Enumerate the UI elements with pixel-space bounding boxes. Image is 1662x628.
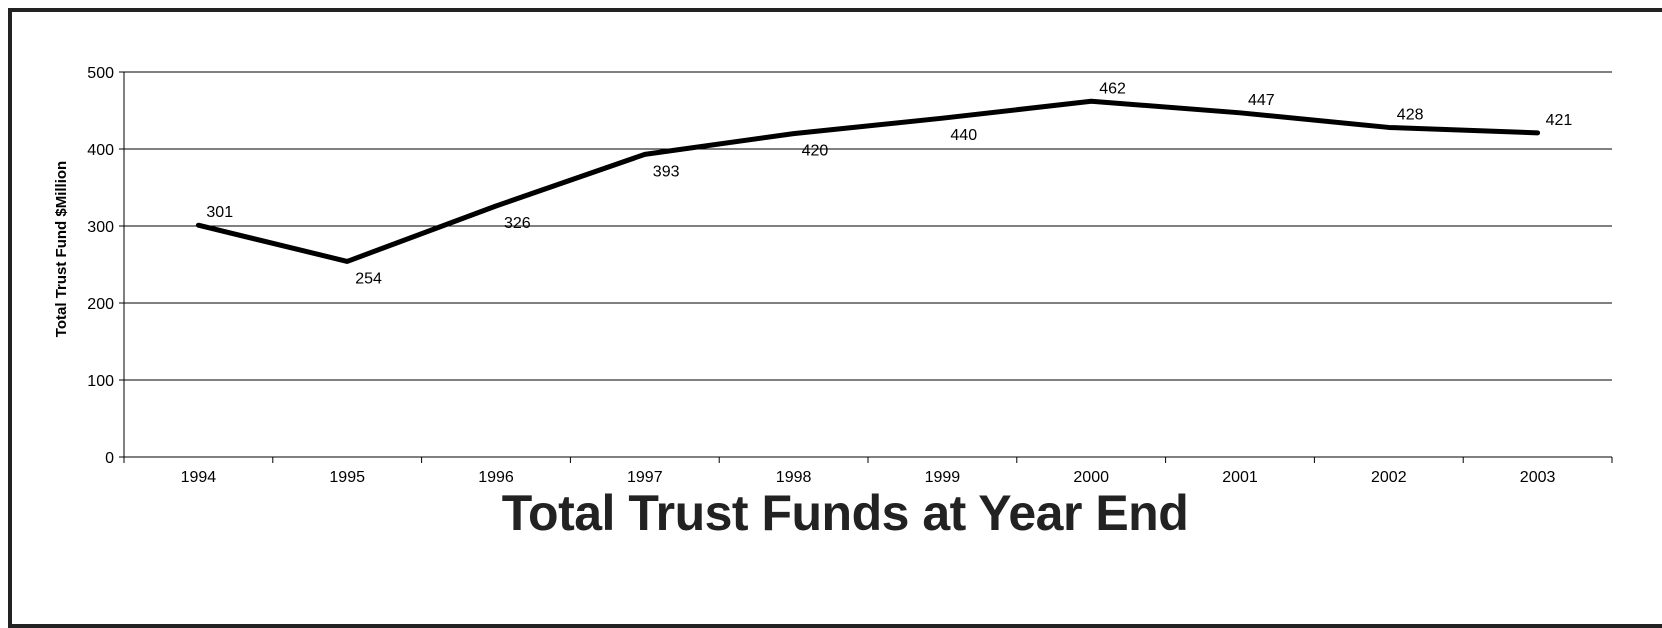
data-label-2000: 462	[1099, 80, 1126, 97]
data-label-1997: 393	[653, 163, 680, 180]
data-point-1995	[345, 259, 350, 264]
x-tick-label-1999: 1999	[925, 469, 961, 486]
y-tick-label: 400	[87, 142, 114, 159]
series-layer	[195, 98, 1541, 264]
chart-title: Total Trust Funds at Year End	[501, 485, 1189, 541]
chart-frame	[8, 8, 1662, 628]
x-tick-label-2003: 2003	[1520, 469, 1556, 486]
y-axis-title: Total Trust Fund $Million	[53, 161, 70, 337]
x-tick-label-2000: 2000	[1073, 469, 1109, 486]
x-tick-label-2002: 2002	[1371, 469, 1407, 486]
x-tick-label-1997: 1997	[627, 469, 663, 486]
data-point-1998	[791, 131, 796, 136]
data-point-1997	[642, 152, 647, 157]
x-tick-label-1994: 1994	[181, 469, 217, 486]
data-point-2000	[1089, 99, 1094, 104]
gridlines	[124, 71, 1612, 381]
data-label-1998: 420	[802, 143, 829, 160]
data-point-1996	[494, 203, 498, 208]
data-label-2003: 421	[1546, 112, 1573, 129]
data-label-1995: 254	[355, 270, 382, 287]
x-tick-label-1998: 1998	[776, 469, 812, 486]
data-label-1999: 440	[950, 127, 977, 144]
labels: 0 100 200 300 400 500 1994 1995 1996 1997 1998 1999…	[87, 65, 1572, 486]
data-point-2002	[1386, 125, 1391, 130]
data-point-1999	[940, 116, 945, 121]
y-tick-label: 100	[87, 373, 114, 390]
data-point-1994	[196, 223, 201, 228]
data-label-2001: 447	[1248, 92, 1275, 109]
y-tick-label: 0	[105, 450, 114, 467]
data-label-1994: 301	[206, 204, 233, 221]
y-tick-label: 500	[87, 65, 114, 82]
data-point-2003	[1535, 130, 1540, 135]
x-tick-label-1995: 1995	[329, 469, 365, 486]
data-label-2002: 428	[1397, 106, 1424, 123]
x-tick-label-2001: 2001	[1222, 469, 1258, 486]
data-label-1996: 326	[504, 215, 531, 232]
y-tick-label: 200	[87, 296, 114, 313]
series-line	[195, 98, 1541, 264]
data-point-2001	[1238, 110, 1242, 115]
x-tick-label-1996: 1996	[478, 469, 514, 486]
axes	[119, 71, 1613, 463]
y-tick-label: 300	[87, 219, 114, 236]
line-chart: 0 100 200 300 400 500 1994 1995 1996 1997 1998 1999…	[53, 65, 1613, 486]
